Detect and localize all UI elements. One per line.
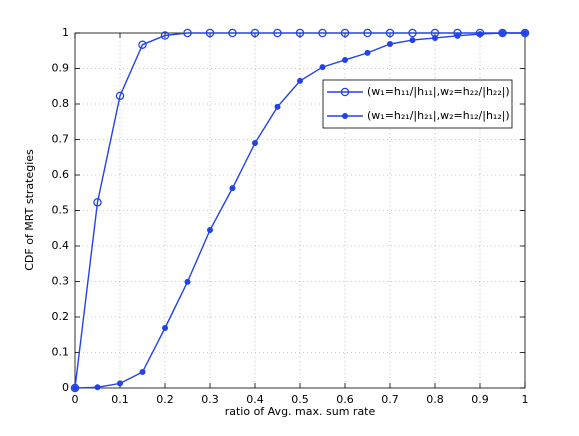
x-tick-label: 0.2 (156, 393, 174, 406)
point (273, 28, 282, 38)
point (183, 28, 192, 38)
y-tick-label: 0.5 (52, 204, 70, 217)
y-axis-label: CDF of MRT strategies (23, 149, 36, 271)
point (499, 30, 506, 36)
point (477, 31, 483, 38)
point (363, 28, 372, 38)
y-tick-label: 0.7 (52, 133, 70, 146)
point (207, 227, 213, 234)
x-tick-label: 0.7 (381, 393, 399, 406)
y-tick-label: 0.3 (52, 275, 70, 288)
point (409, 37, 416, 44)
point (72, 385, 78, 391)
point (408, 28, 417, 38)
series-line (74, 32, 525, 389)
legend-marker (342, 113, 348, 119)
y-tick-label: 0 (62, 381, 69, 394)
point (250, 28, 260, 38)
point (387, 41, 393, 48)
point (117, 380, 123, 387)
x-tick-label: 0 (72, 393, 79, 406)
point (139, 369, 146, 376)
point (295, 28, 305, 38)
x-tick-label: 0.9 (471, 393, 489, 406)
point (184, 278, 191, 285)
y-tick-label: 0.9 (52, 62, 70, 75)
x-tick-label: 0.3 (201, 393, 219, 406)
point (340, 28, 350, 38)
point (297, 77, 303, 84)
y-tick-label: 0.6 (52, 168, 70, 181)
legend-marker (340, 87, 350, 97)
x-tick-label: 0.8 (426, 393, 444, 406)
point (115, 91, 125, 101)
x-tick-label: 1 (522, 393, 529, 406)
point (319, 64, 326, 71)
point (522, 30, 528, 36)
point (138, 40, 147, 49)
point (94, 384, 101, 391)
x-tick-label: 0.1 (111, 393, 129, 406)
x-axis-label: ratio of Avg. max. sum rate (225, 405, 376, 418)
point (454, 32, 461, 39)
point (432, 34, 438, 41)
point (93, 198, 102, 207)
y-tick-label: 0.2 (52, 310, 70, 323)
point (364, 49, 371, 56)
point (160, 31, 170, 40)
point (229, 185, 236, 192)
x-tick-label: 0.6 (336, 393, 354, 406)
point (342, 56, 348, 63)
x-tick-label: 0.4 (246, 393, 264, 406)
y-tick-label: 1 (62, 26, 69, 39)
legend-label: (w₁=h₂₁/|h₂₁|,w₂=h₁₂/|h₁₂|) (367, 109, 510, 122)
y-tick-label: 0.8 (52, 97, 70, 110)
y-tick-label: 0.4 (52, 239, 70, 252)
point (162, 325, 168, 332)
y-tick-label: 0.1 (52, 346, 70, 359)
point (274, 103, 281, 110)
point (205, 28, 215, 38)
x-tick-label: 0.5 (291, 393, 309, 406)
point (228, 28, 237, 38)
point (318, 28, 327, 38)
legend-label: (w₁=h₁₁/|h₁₁|,w₂=h₂₂/|h₂₂|) (367, 85, 510, 98)
point (252, 140, 258, 147)
legend-box (322, 79, 513, 129)
point (385, 28, 395, 38)
